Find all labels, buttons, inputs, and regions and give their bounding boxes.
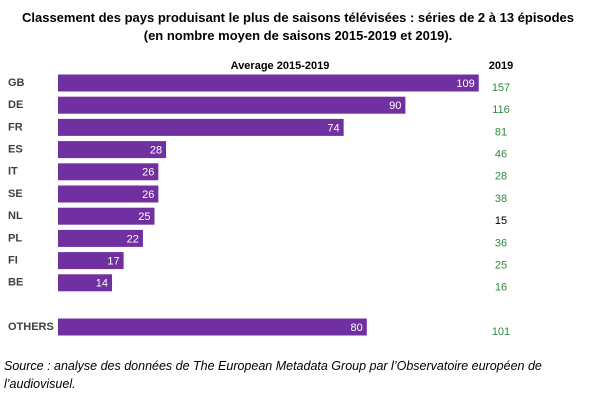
- category-label: FI: [8, 255, 18, 267]
- bar-value-label: 28: [150, 145, 162, 157]
- category-label: ES: [8, 144, 23, 156]
- bar-value-label: 90: [389, 100, 401, 112]
- category-label: DE: [8, 99, 23, 111]
- category-label: SE: [8, 188, 23, 200]
- value-2019: 81: [495, 126, 507, 138]
- value-2019: 38: [495, 193, 507, 205]
- bar: [58, 185, 159, 203]
- bar-value-label: 14: [96, 278, 108, 290]
- bar: [58, 229, 143, 247]
- series-header: 2019: [489, 60, 513, 72]
- category-label: OTHERS: [8, 321, 54, 333]
- value-2019: 101: [492, 326, 510, 338]
- value-2019: 28: [495, 171, 507, 183]
- value-2019: 116: [492, 104, 510, 116]
- bar-value-label: 74: [327, 122, 339, 134]
- bar-value-label: 25: [138, 211, 150, 223]
- bar-value-label: 22: [127, 233, 139, 245]
- bar: [58, 96, 406, 114]
- chart-title: Classement des pays produisant le plus d…: [21, 10, 575, 43]
- value-2019: 25: [495, 260, 507, 272]
- bar-value-label: 109: [456, 78, 474, 90]
- bar: [58, 74, 479, 92]
- value-2019: 46: [495, 149, 507, 161]
- value-2019: 36: [495, 237, 507, 249]
- value-2019: 15: [495, 215, 507, 227]
- bar-value-label: 80: [351, 322, 363, 334]
- bar: [58, 207, 155, 225]
- value-2019: 16: [495, 282, 507, 294]
- bar: [58, 252, 124, 270]
- bar: [58, 141, 167, 159]
- bar-value-label: 26: [142, 167, 154, 179]
- source-note: Source : analyse des données de The Euro…: [4, 359, 542, 391]
- bar-value-label: 17: [107, 256, 119, 268]
- bar: [58, 274, 113, 292]
- category-label: GB: [8, 77, 25, 89]
- category-label: FR: [8, 121, 23, 133]
- category-label: BE: [8, 277, 23, 289]
- category-label: PL: [8, 232, 22, 244]
- category-label: NL: [8, 210, 23, 222]
- category-label: IT: [8, 166, 18, 178]
- value-2019: 157: [492, 82, 510, 94]
- bar-value-label: 26: [142, 189, 154, 201]
- bar: [58, 318, 367, 336]
- bar: [58, 118, 344, 136]
- bar: [58, 163, 159, 181]
- series-header: Average 2015-2019: [231, 60, 330, 72]
